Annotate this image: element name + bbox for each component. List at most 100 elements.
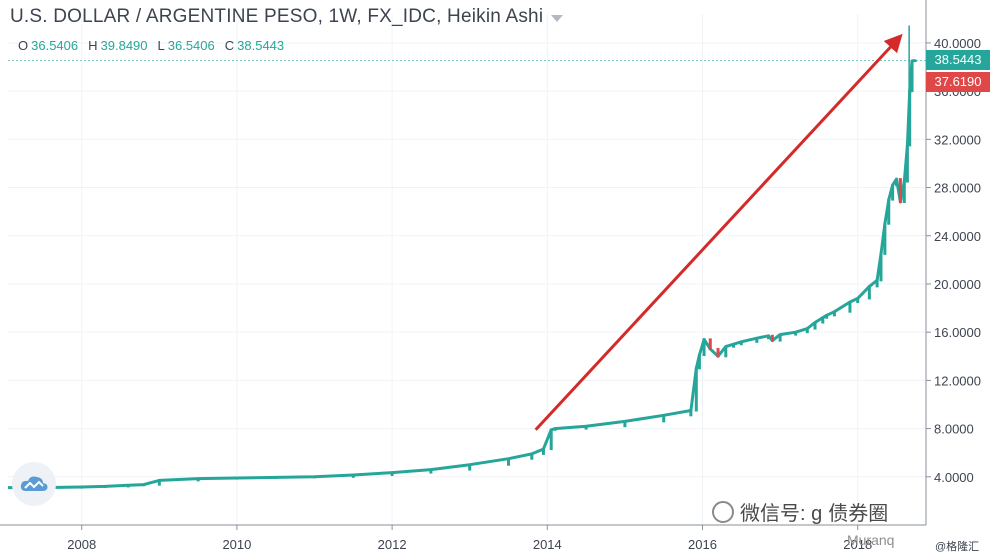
candle bbox=[913, 59, 917, 63]
candle bbox=[80, 486, 84, 489]
candle bbox=[702, 338, 706, 357]
candle bbox=[507, 457, 511, 466]
cloud-icon bbox=[20, 476, 48, 491]
y-tick-label: 8.0000 bbox=[934, 422, 974, 437]
close-price-badge: 38.5443 bbox=[926, 50, 990, 70]
trend-arrow bbox=[534, 33, 903, 431]
wechat-icon bbox=[712, 500, 734, 523]
ohlc-close-value: 38.5443 bbox=[237, 38, 285, 53]
wechat-text: 微信号: g bbox=[740, 503, 823, 525]
ohlc-low-value: 36.5406 bbox=[167, 38, 215, 53]
candle bbox=[739, 340, 743, 346]
candle bbox=[805, 327, 809, 334]
ohlc-open: O 36.5406 bbox=[18, 38, 78, 53]
candle bbox=[910, 60, 914, 93]
candle bbox=[887, 198, 891, 225]
ohlc-legend: O 36.5406 H 39.8490 L 36.5406 C 38.5443 bbox=[18, 38, 284, 53]
candle bbox=[697, 354, 701, 370]
candle bbox=[235, 476, 239, 480]
y-tick-label: 40.0000 bbox=[934, 36, 981, 51]
ohlc-high: H 39.8490 bbox=[88, 38, 147, 53]
price-series bbox=[8, 25, 926, 490]
candle bbox=[891, 184, 895, 201]
y-tick-label: 4.0000 bbox=[934, 470, 974, 485]
candle bbox=[541, 448, 545, 455]
candle bbox=[530, 452, 534, 460]
ohlc-low: L 36.5406 bbox=[158, 38, 215, 53]
chart-title: U.S. DOLLAR / ARGENTINE PESO, 1W, FX_IDC… bbox=[10, 6, 544, 27]
wechat-watermark: 微信号: g 债券圈 bbox=[712, 497, 888, 526]
candle bbox=[848, 301, 852, 313]
candle bbox=[716, 348, 720, 358]
candle bbox=[468, 463, 472, 471]
candle bbox=[708, 338, 712, 351]
candle bbox=[157, 479, 161, 486]
candle bbox=[856, 297, 860, 304]
chevron-down-icon[interactable] bbox=[551, 15, 564, 22]
account-suffix: 债券圈 bbox=[828, 503, 889, 525]
candle bbox=[825, 314, 829, 319]
ohlc-close-label: C bbox=[224, 38, 235, 53]
candle bbox=[821, 316, 825, 324]
ohlc-open-value: 36.5406 bbox=[31, 38, 79, 53]
candle bbox=[905, 144, 909, 183]
y-tick-label: 12.0000 bbox=[934, 373, 981, 388]
ohlc-high-label: H bbox=[88, 38, 98, 53]
candle bbox=[755, 337, 759, 343]
x-tick-label: 2014 bbox=[533, 537, 562, 552]
ohlc-open-label: O bbox=[18, 38, 29, 53]
candle bbox=[390, 471, 394, 476]
candle bbox=[778, 333, 782, 342]
price-line bbox=[8, 59, 916, 490]
chart-title-row[interactable]: U.S. DOLLAR / ARGENTINE PESO, 1W, FX_IDC… bbox=[10, 6, 564, 28]
x-tick-label: 2012 bbox=[378, 537, 407, 552]
candle bbox=[429, 468, 433, 474]
candle bbox=[623, 420, 627, 428]
candle bbox=[832, 310, 836, 317]
last-price-badge: 37.6190 bbox=[926, 72, 990, 92]
candle bbox=[274, 476, 278, 479]
candle bbox=[549, 428, 553, 451]
candle bbox=[895, 178, 899, 187]
candle bbox=[867, 285, 871, 300]
candle bbox=[662, 414, 666, 423]
y-tick-label: 28.0000 bbox=[934, 181, 981, 196]
candle bbox=[142, 483, 146, 487]
candle bbox=[770, 334, 774, 342]
tradingview-logo[interactable] bbox=[12, 462, 56, 506]
ohlc-close: C 38.5443 bbox=[225, 38, 284, 53]
y-tick-label: 16.0000 bbox=[934, 325, 981, 340]
candle bbox=[313, 475, 317, 479]
ohlc-high-value: 39.8490 bbox=[100, 38, 148, 53]
x-tick-label: 2018 bbox=[843, 537, 872, 552]
credit-text: @格隆汇 bbox=[935, 541, 980, 553]
axes: 4.0000 8.0000 12.0000 16.0000 20.0000 24.0000… bbox=[0, 0, 981, 552]
y-tick-label: 24.0000 bbox=[934, 229, 981, 244]
candle bbox=[126, 484, 130, 488]
grid-lines bbox=[8, 14, 926, 525]
candle bbox=[879, 252, 883, 282]
candle bbox=[694, 367, 698, 412]
annotations bbox=[534, 33, 903, 431]
candle bbox=[766, 334, 770, 340]
candle bbox=[732, 343, 736, 348]
candle bbox=[875, 279, 879, 288]
candle bbox=[584, 425, 588, 430]
candle bbox=[103, 485, 107, 489]
ohlc-low-label: L bbox=[157, 38, 165, 53]
candle bbox=[196, 477, 200, 482]
candle bbox=[724, 345, 728, 358]
candle bbox=[813, 321, 817, 330]
x-tick-label: 2010 bbox=[222, 537, 251, 552]
y-tick-label: 32.0000 bbox=[934, 132, 981, 147]
candle bbox=[553, 427, 557, 431]
candle bbox=[898, 178, 902, 204]
x-tick-label: 2008 bbox=[67, 537, 96, 552]
candle bbox=[689, 409, 693, 417]
candle bbox=[794, 331, 798, 336]
x-tick-label: 2016 bbox=[688, 537, 717, 552]
candle bbox=[351, 473, 355, 478]
candle bbox=[902, 180, 906, 204]
